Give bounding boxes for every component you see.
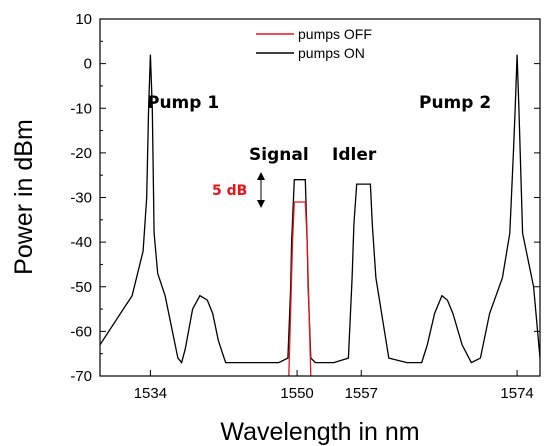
- y-tick-label: -60: [70, 323, 92, 340]
- series-line-pumps-on: [100, 54, 540, 364]
- five-db-arrow: [257, 172, 265, 208]
- x-tick-label: 1574: [500, 385, 533, 402]
- y-tick-label: -70: [70, 368, 92, 385]
- x-tick-label: 1557: [345, 385, 378, 402]
- x-tick-label: 1550: [280, 385, 313, 402]
- annotation-pump-2: Pump 2: [419, 93, 491, 113]
- legend-label-pumps-off: pumps OFF: [298, 26, 372, 42]
- y-tick-label: -30: [70, 190, 92, 207]
- y-tick-label: -50: [70, 279, 92, 296]
- series-line-pumps-off: [288, 201, 312, 376]
- y-tick-label: -10: [70, 100, 92, 117]
- legend: pumps OFF pumps ON: [256, 26, 372, 61]
- series-layer: [100, 54, 540, 376]
- legend-label-pumps-on: pumps ON: [298, 45, 365, 61]
- annotation-idler: Idler: [332, 145, 377, 165]
- annotation-signal: Signal: [249, 145, 309, 165]
- plot-frame: [99, 18, 541, 377]
- y-axis-title: Power in dBm: [10, 119, 38, 275]
- tick-marks: [100, 18, 540, 377]
- y-tick-label: 0: [84, 56, 92, 73]
- x-tick-labels: 1534 1550 1557 1574: [134, 385, 534, 402]
- y-tick-labels: 10 0 -10 -20 -30 -40 -50 -60 -70: [70, 11, 92, 385]
- y-tick-label: -40: [70, 234, 92, 251]
- y-tick-label: -20: [70, 145, 92, 162]
- y-tick-label: 10: [75, 11, 92, 28]
- x-axis-title: Wavelength in nm: [220, 418, 419, 446]
- annotation-5db: 5 dB: [212, 183, 247, 199]
- annotation-pump-1: Pump 1: [147, 93, 219, 113]
- x-tick-label: 1534: [134, 385, 167, 402]
